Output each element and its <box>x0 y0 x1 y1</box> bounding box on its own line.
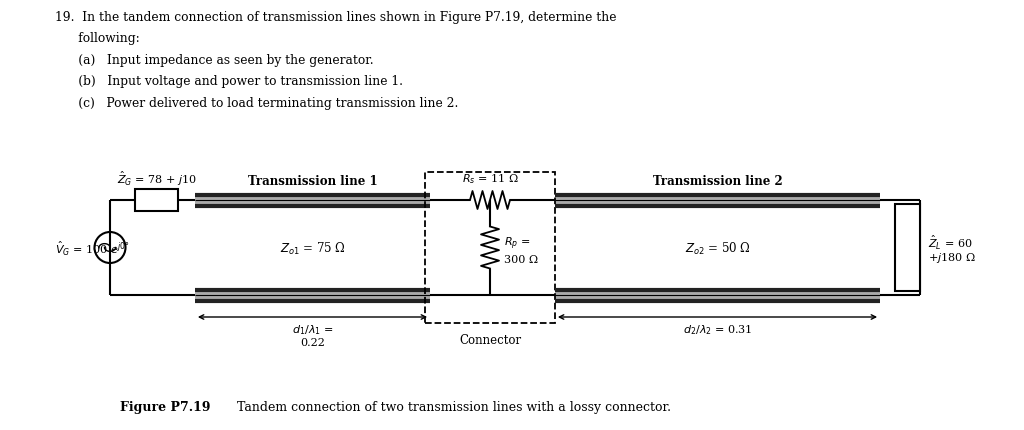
Bar <box>195 290 430 301</box>
Text: $Z_{o2}$ = 50 Ω: $Z_{o2}$ = 50 Ω <box>684 240 751 256</box>
Text: $R_p$ =: $R_p$ = <box>504 235 530 251</box>
Text: $\hat{Z}_G$ = 78 + $j$10: $\hat{Z}_G$ = 78 + $j$10 <box>117 169 197 187</box>
Text: (a)   Input impedance as seen by the generator.: (a) Input impedance as seen by the gener… <box>55 54 374 67</box>
Text: $d_2/\lambda_2$ = 0.31: $d_2/\lambda_2$ = 0.31 <box>683 322 753 336</box>
Bar <box>555 195 880 206</box>
Text: (b)   Input voltage and power to transmission line 1.: (b) Input voltage and power to transmiss… <box>55 75 403 88</box>
Text: Tandem connection of two transmission lines with a lossy connector.: Tandem connection of two transmission li… <box>225 400 671 413</box>
Text: $R_s$ = 11 Ω: $R_s$ = 11 Ω <box>462 172 518 186</box>
Text: Transmission line 1: Transmission line 1 <box>248 175 377 187</box>
Bar <box>425 172 555 323</box>
Bar <box>895 205 920 291</box>
Bar <box>555 290 880 301</box>
Text: following:: following: <box>55 32 139 46</box>
Text: (c)   Power delivered to load terminating transmission line 2.: (c) Power delivered to load terminating … <box>55 97 459 110</box>
Text: 19.  In the tandem connection of transmission lines shown in Figure P7.19, deter: 19. In the tandem connection of transmis… <box>55 11 616 24</box>
Text: $\hat{Z}_L$ = 60: $\hat{Z}_L$ = 60 <box>928 233 973 251</box>
Text: Figure P7.19: Figure P7.19 <box>120 400 211 413</box>
Text: Connector: Connector <box>459 333 521 346</box>
Text: $d_1/\lambda_1$ =
0.22: $d_1/\lambda_1$ = 0.22 <box>292 322 333 347</box>
Text: $Z_{o1}$ = 75 Ω: $Z_{o1}$ = 75 Ω <box>280 240 345 256</box>
Bar <box>135 190 178 212</box>
Text: Transmission line 2: Transmission line 2 <box>652 175 782 187</box>
Bar <box>195 195 430 206</box>
Text: +$j$180 Ω: +$j$180 Ω <box>928 251 976 265</box>
Text: $\hat{V}_G$ = 100 $e^{j0°}$: $\hat{V}_G$ = 100 $e^{j0°}$ <box>55 239 130 257</box>
Text: 300 Ω: 300 Ω <box>504 255 539 265</box>
